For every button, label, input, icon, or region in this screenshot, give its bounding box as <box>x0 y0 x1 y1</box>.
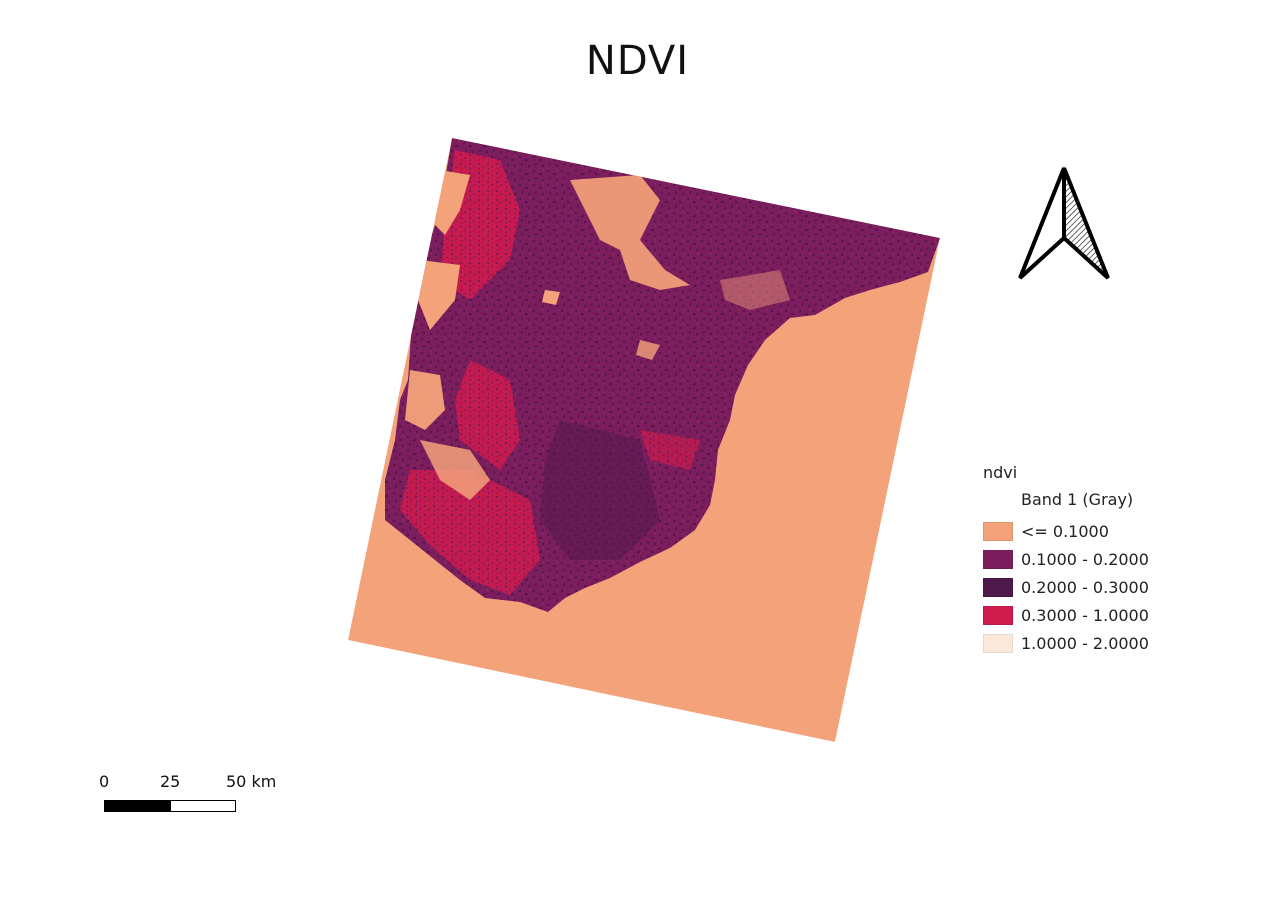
scale-segment-black <box>104 800 171 812</box>
scale-label-0: 0 <box>99 772 110 791</box>
legend-item: 0.3000 - 1.0000 <box>983 601 1243 629</box>
legend-swatch <box>983 577 1013 597</box>
legend-item: 1.0000 - 2.0000 <box>983 629 1243 657</box>
legend-item-label: <= 0.1000 <box>1021 521 1109 541</box>
legend-items: <= 0.1000 0.1000 - 0.2000 0.2000 - 0.3000 0… <box>983 517 1243 657</box>
land-area <box>385 138 940 612</box>
legend-swatch <box>983 549 1013 569</box>
scale-segment-white <box>170 800 236 812</box>
scale-bar: 0 25 50 km <box>96 770 296 820</box>
scale-label-25: 25 <box>160 772 181 791</box>
map-title: NDVI <box>585 38 690 84</box>
legend-item: <= 0.1000 <box>983 517 1243 545</box>
legend-layer-name: ndvi <box>983 463 1018 482</box>
legend-item-label: 0.1000 - 0.2000 <box>1021 549 1149 569</box>
legend-item: 0.2000 - 0.3000 <box>983 573 1243 601</box>
legend-item-label: 0.2000 - 0.3000 <box>1021 577 1149 597</box>
legend-swatch <box>983 521 1013 541</box>
scale-label-50: 50 km <box>226 772 277 791</box>
north-arrow-icon <box>1018 167 1110 280</box>
map-legend: ndvi Band 1 (Gray) <= 0.1000 0.1000 - 0.2… <box>983 463 1243 657</box>
legend-swatch <box>983 633 1013 653</box>
legend-item-label: 0.3000 - 1.0000 <box>1021 605 1149 625</box>
legend-item: 0.1000 - 0.2000 <box>983 545 1243 573</box>
legend-swatch <box>983 605 1013 625</box>
legend-item-label: 1.0000 - 2.0000 <box>1021 633 1149 653</box>
legend-band-name: Band 1 (Gray) <box>1021 490 1134 509</box>
